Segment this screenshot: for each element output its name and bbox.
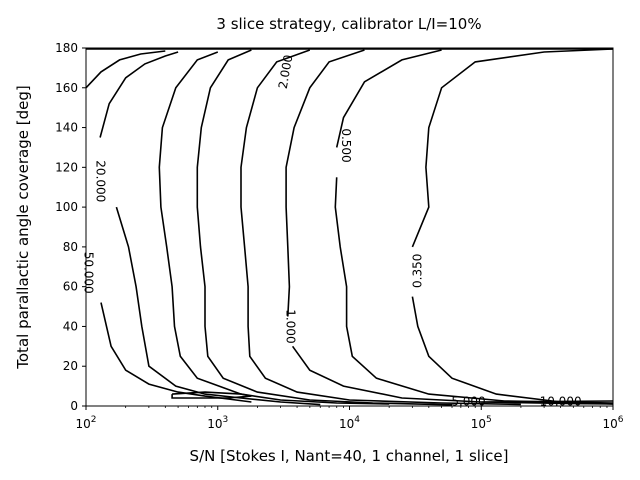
y-tick-label: 0 xyxy=(70,399,78,413)
contour-line xyxy=(411,296,614,405)
contour-label: 20.000 xyxy=(94,160,108,202)
contour-label: 2.000 xyxy=(276,54,296,90)
x-tick-label: 103 xyxy=(207,415,228,431)
y-tick-label: 160 xyxy=(55,81,78,95)
plot-area xyxy=(85,47,614,407)
contour-labels: 2.000 0.500 20.000 50.000 0.350 1.000 5.000 10.… xyxy=(82,54,582,409)
contour-label: 50.000 xyxy=(82,252,96,294)
contour-label: 1.000 xyxy=(284,309,298,343)
contour-label: 0.500 xyxy=(339,128,353,162)
contour-line xyxy=(100,302,252,403)
plot-border xyxy=(85,47,614,407)
contour-line xyxy=(158,51,390,405)
y-tick-label: 120 xyxy=(55,160,78,174)
contour-line xyxy=(335,49,442,148)
contour-line xyxy=(240,49,521,406)
contour-label: 10.000 xyxy=(540,395,582,409)
contour-label: 0.350 xyxy=(410,254,424,288)
y-tick-label: 180 xyxy=(55,41,78,55)
x-tick-label: 105 xyxy=(471,415,492,431)
contour-line xyxy=(411,48,614,248)
x-tick-label: 106 xyxy=(602,415,623,431)
y-tick-label: 60 xyxy=(63,280,78,294)
contour-lines xyxy=(85,48,614,406)
y-tick-label: 20 xyxy=(63,359,78,373)
contour-line xyxy=(115,206,321,406)
x-axis-label: S/N [Stokes I, Nant=40, 1 channel, 1 sli… xyxy=(190,447,509,465)
contour-line xyxy=(196,49,453,406)
y-axis-label: Total parallactic angle coverage [deg] xyxy=(14,85,32,369)
x-axis: 102 103 104 105 106 xyxy=(75,406,624,431)
contour-line xyxy=(171,391,252,399)
contour-line xyxy=(85,50,166,89)
x-tick-label: 104 xyxy=(339,415,360,431)
contour-label: 5.000 xyxy=(451,395,485,409)
contour-line xyxy=(285,49,365,317)
chart-title: 3 slice strategy, calibrator L/I=10% xyxy=(216,15,481,33)
y-tick-label: 140 xyxy=(55,121,78,135)
contour-line xyxy=(334,177,614,404)
y-tick-label: 100 xyxy=(55,200,78,214)
x-tick-label: 102 xyxy=(75,415,96,431)
y-tick-label: 80 xyxy=(63,240,78,254)
y-tick-label: 40 xyxy=(63,319,78,333)
y-axis: 0 20 40 60 80 100 120 140 160 180 xyxy=(55,41,86,413)
contour-line xyxy=(481,400,614,403)
contour-line xyxy=(291,345,614,405)
contour-line xyxy=(99,51,179,138)
